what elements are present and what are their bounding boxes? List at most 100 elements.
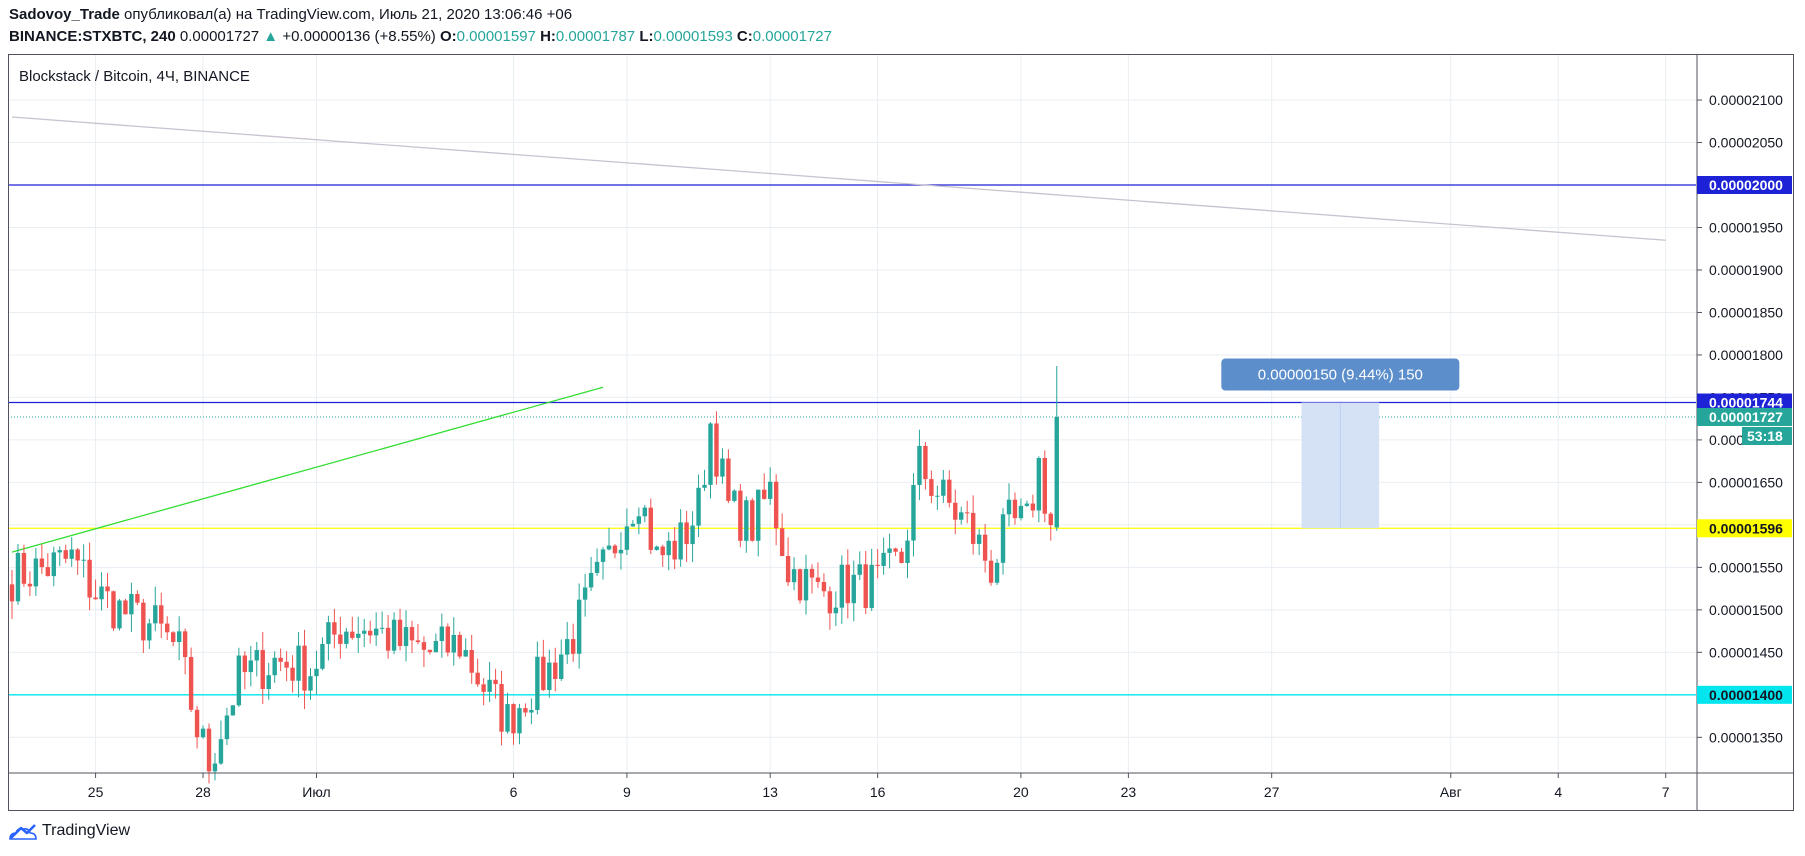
trendlines (11, 116, 1666, 553)
candle (547, 649, 552, 698)
candle-body (708, 423, 713, 485)
candle (1012, 492, 1018, 525)
candle (332, 608, 337, 649)
candle-body (732, 490, 737, 501)
candle-body (553, 662, 558, 679)
horizontal-levels (8, 184, 1696, 696)
candle (666, 532, 671, 571)
candle-body (648, 507, 653, 550)
candle (254, 641, 259, 677)
candle (923, 442, 928, 490)
candle (75, 548, 80, 575)
candle-body (87, 559, 92, 598)
candle (481, 678, 486, 706)
candle-body (188, 657, 194, 710)
candle (469, 634, 474, 684)
candle-body (744, 500, 749, 541)
candle-body (594, 561, 600, 573)
candle-body (129, 593, 134, 615)
candle (899, 548, 904, 564)
candle-body (385, 627, 391, 651)
price-axis: 0.00002100 0.00002050 0.00002000 0.00001950… (1696, 55, 1794, 810)
candle (636, 507, 642, 535)
candle-body (230, 705, 236, 716)
candle (570, 623, 576, 662)
candle (690, 511, 695, 563)
candle (314, 650, 319, 695)
candle (278, 648, 283, 672)
candle-body (959, 512, 964, 520)
measure-label: 0.00000150 (9.44%) 150 (1258, 367, 1423, 384)
candle-body (559, 654, 564, 679)
price-tick-label: 0.00001350 (1709, 729, 1783, 745)
time-tick-label: 25 (88, 784, 104, 800)
candle (308, 668, 313, 700)
candle (594, 548, 600, 576)
candle-body (415, 640, 421, 643)
candle (266, 662, 271, 700)
change-arrow-icon: ▲ (263, 28, 279, 45)
price-tick-label: 0.00002100 (1709, 92, 1783, 108)
level-price-label-bg (1697, 519, 1792, 538)
candle (541, 639, 546, 691)
price-tick-label: 0.00001450 (1709, 644, 1783, 660)
candle-body (678, 522, 683, 560)
level-price-label: 0.00001744 (1709, 395, 1783, 411)
candle-body (517, 708, 522, 734)
level-price-label: 0.00001596 (1709, 520, 1783, 536)
tradingview-logo[interactable]: TradingView (8, 822, 130, 840)
candle-body (929, 479, 934, 496)
candle (105, 572, 110, 609)
candle (959, 506, 964, 525)
candle (887, 533, 892, 569)
author-name[interactable]: Sadovoy_Trade (9, 6, 120, 23)
candle-body (403, 627, 409, 646)
candle-body (1012, 499, 1018, 519)
price-tick-label: 0.00001850 (1709, 304, 1783, 320)
candle-body (1036, 458, 1042, 511)
candle (851, 560, 856, 622)
candle (988, 550, 994, 586)
time-tick-label: 27 (1264, 784, 1280, 800)
candle (33, 548, 39, 596)
candle (194, 705, 200, 749)
candle (463, 638, 468, 657)
candle (839, 555, 845, 624)
candle (87, 542, 92, 611)
countdown-label: 53:18 (1747, 428, 1783, 444)
candle-body (469, 650, 474, 673)
candle (57, 546, 62, 566)
candle-body (397, 619, 403, 646)
candle (785, 537, 791, 587)
candle-body (439, 626, 445, 642)
low-value: 0.00001593 (653, 28, 733, 45)
candle-body (326, 622, 331, 644)
candle (344, 627, 349, 649)
candle (672, 527, 677, 570)
candle-body (141, 602, 146, 641)
candle (302, 629, 307, 710)
candle (833, 591, 839, 626)
candle-body (57, 550, 62, 553)
candle (517, 703, 522, 745)
candle-body (153, 605, 158, 624)
candle (135, 590, 140, 606)
time-tick-label: Июл (302, 784, 330, 800)
candle-body (654, 546, 659, 550)
chart-legend: Blockstack / Bitcoin, 4Ч, BINANCE (19, 68, 250, 85)
candle-body (499, 684, 504, 732)
candle (726, 449, 731, 504)
candle (45, 553, 51, 577)
candle (618, 532, 624, 570)
candle-body (636, 516, 642, 524)
candle (493, 668, 498, 699)
candle (684, 510, 689, 563)
candle-body (493, 679, 498, 685)
candle (965, 500, 970, 524)
candle (702, 469, 707, 491)
candle-body (427, 649, 433, 653)
candle (427, 649, 433, 655)
candle-body (953, 502, 958, 520)
candle-body (612, 545, 618, 554)
